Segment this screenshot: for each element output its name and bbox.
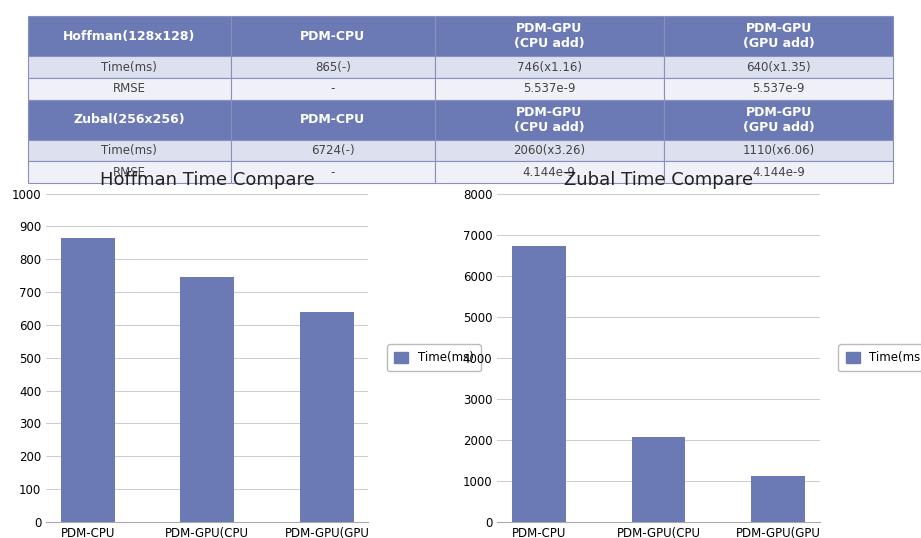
Bar xyxy=(435,78,664,100)
Bar xyxy=(435,56,664,78)
Bar xyxy=(28,100,231,140)
Bar xyxy=(231,78,435,100)
Text: Zubal(256x256): Zubal(256x256) xyxy=(74,113,185,126)
Bar xyxy=(435,16,664,56)
Bar xyxy=(231,56,435,78)
Bar xyxy=(231,16,435,56)
Text: 5.537e-9: 5.537e-9 xyxy=(523,82,576,95)
Bar xyxy=(28,16,231,56)
Bar xyxy=(632,437,685,522)
Bar xyxy=(664,161,893,183)
Bar xyxy=(28,140,231,161)
Bar xyxy=(435,100,664,140)
Text: RMSE: RMSE xyxy=(113,82,146,95)
Text: Time(ms): Time(ms) xyxy=(101,144,157,157)
Text: 746(x1.16): 746(x1.16) xyxy=(517,61,582,74)
Bar xyxy=(752,476,805,522)
Text: Time(ms): Time(ms) xyxy=(101,61,157,74)
Bar xyxy=(300,312,354,522)
Bar xyxy=(231,100,435,140)
Text: PDM-GPU
(GPU add): PDM-GPU (GPU add) xyxy=(742,22,814,51)
Bar xyxy=(512,246,565,522)
Text: PDM-GPU
(CPU add): PDM-GPU (CPU add) xyxy=(514,105,585,134)
Text: 865(-): 865(-) xyxy=(315,61,351,74)
Text: PDM-CPU: PDM-CPU xyxy=(300,30,366,43)
Bar xyxy=(28,161,231,183)
Bar xyxy=(664,16,893,56)
Text: 640(x1.35): 640(x1.35) xyxy=(746,61,811,74)
Legend: Time(ms): Time(ms) xyxy=(838,344,921,371)
Bar xyxy=(435,140,664,161)
Bar xyxy=(664,56,893,78)
Text: 5.537e-9: 5.537e-9 xyxy=(752,82,805,95)
Bar xyxy=(28,78,231,100)
Bar xyxy=(664,100,893,140)
Text: -: - xyxy=(331,166,335,179)
Bar xyxy=(181,277,234,522)
Text: 6724(-): 6724(-) xyxy=(311,144,355,157)
Text: PDM-GPU
(GPU add): PDM-GPU (GPU add) xyxy=(742,105,814,134)
Text: 4.144e-9: 4.144e-9 xyxy=(523,166,576,179)
Bar xyxy=(61,238,114,522)
Bar xyxy=(664,140,893,161)
Bar xyxy=(435,161,664,183)
Bar xyxy=(231,140,435,161)
Title: Hoffman Time Compare: Hoffman Time Compare xyxy=(99,171,315,189)
Title: Zubal Time Compare: Zubal Time Compare xyxy=(564,171,753,189)
Legend: Time(ms): Time(ms) xyxy=(387,344,481,371)
Text: PDM-GPU
(CPU add): PDM-GPU (CPU add) xyxy=(514,22,585,51)
Bar xyxy=(28,56,231,78)
Bar xyxy=(664,78,893,100)
Text: Hoffman(128x128): Hoffman(128x128) xyxy=(64,30,195,43)
Text: RMSE: RMSE xyxy=(113,166,146,179)
Text: PDM-CPU: PDM-CPU xyxy=(300,113,366,126)
Text: 4.144e-9: 4.144e-9 xyxy=(752,166,805,179)
Text: 2060(x3.26): 2060(x3.26) xyxy=(513,144,586,157)
Text: 1110(x6.06): 1110(x6.06) xyxy=(742,144,815,157)
Text: -: - xyxy=(331,82,335,95)
Bar xyxy=(231,161,435,183)
